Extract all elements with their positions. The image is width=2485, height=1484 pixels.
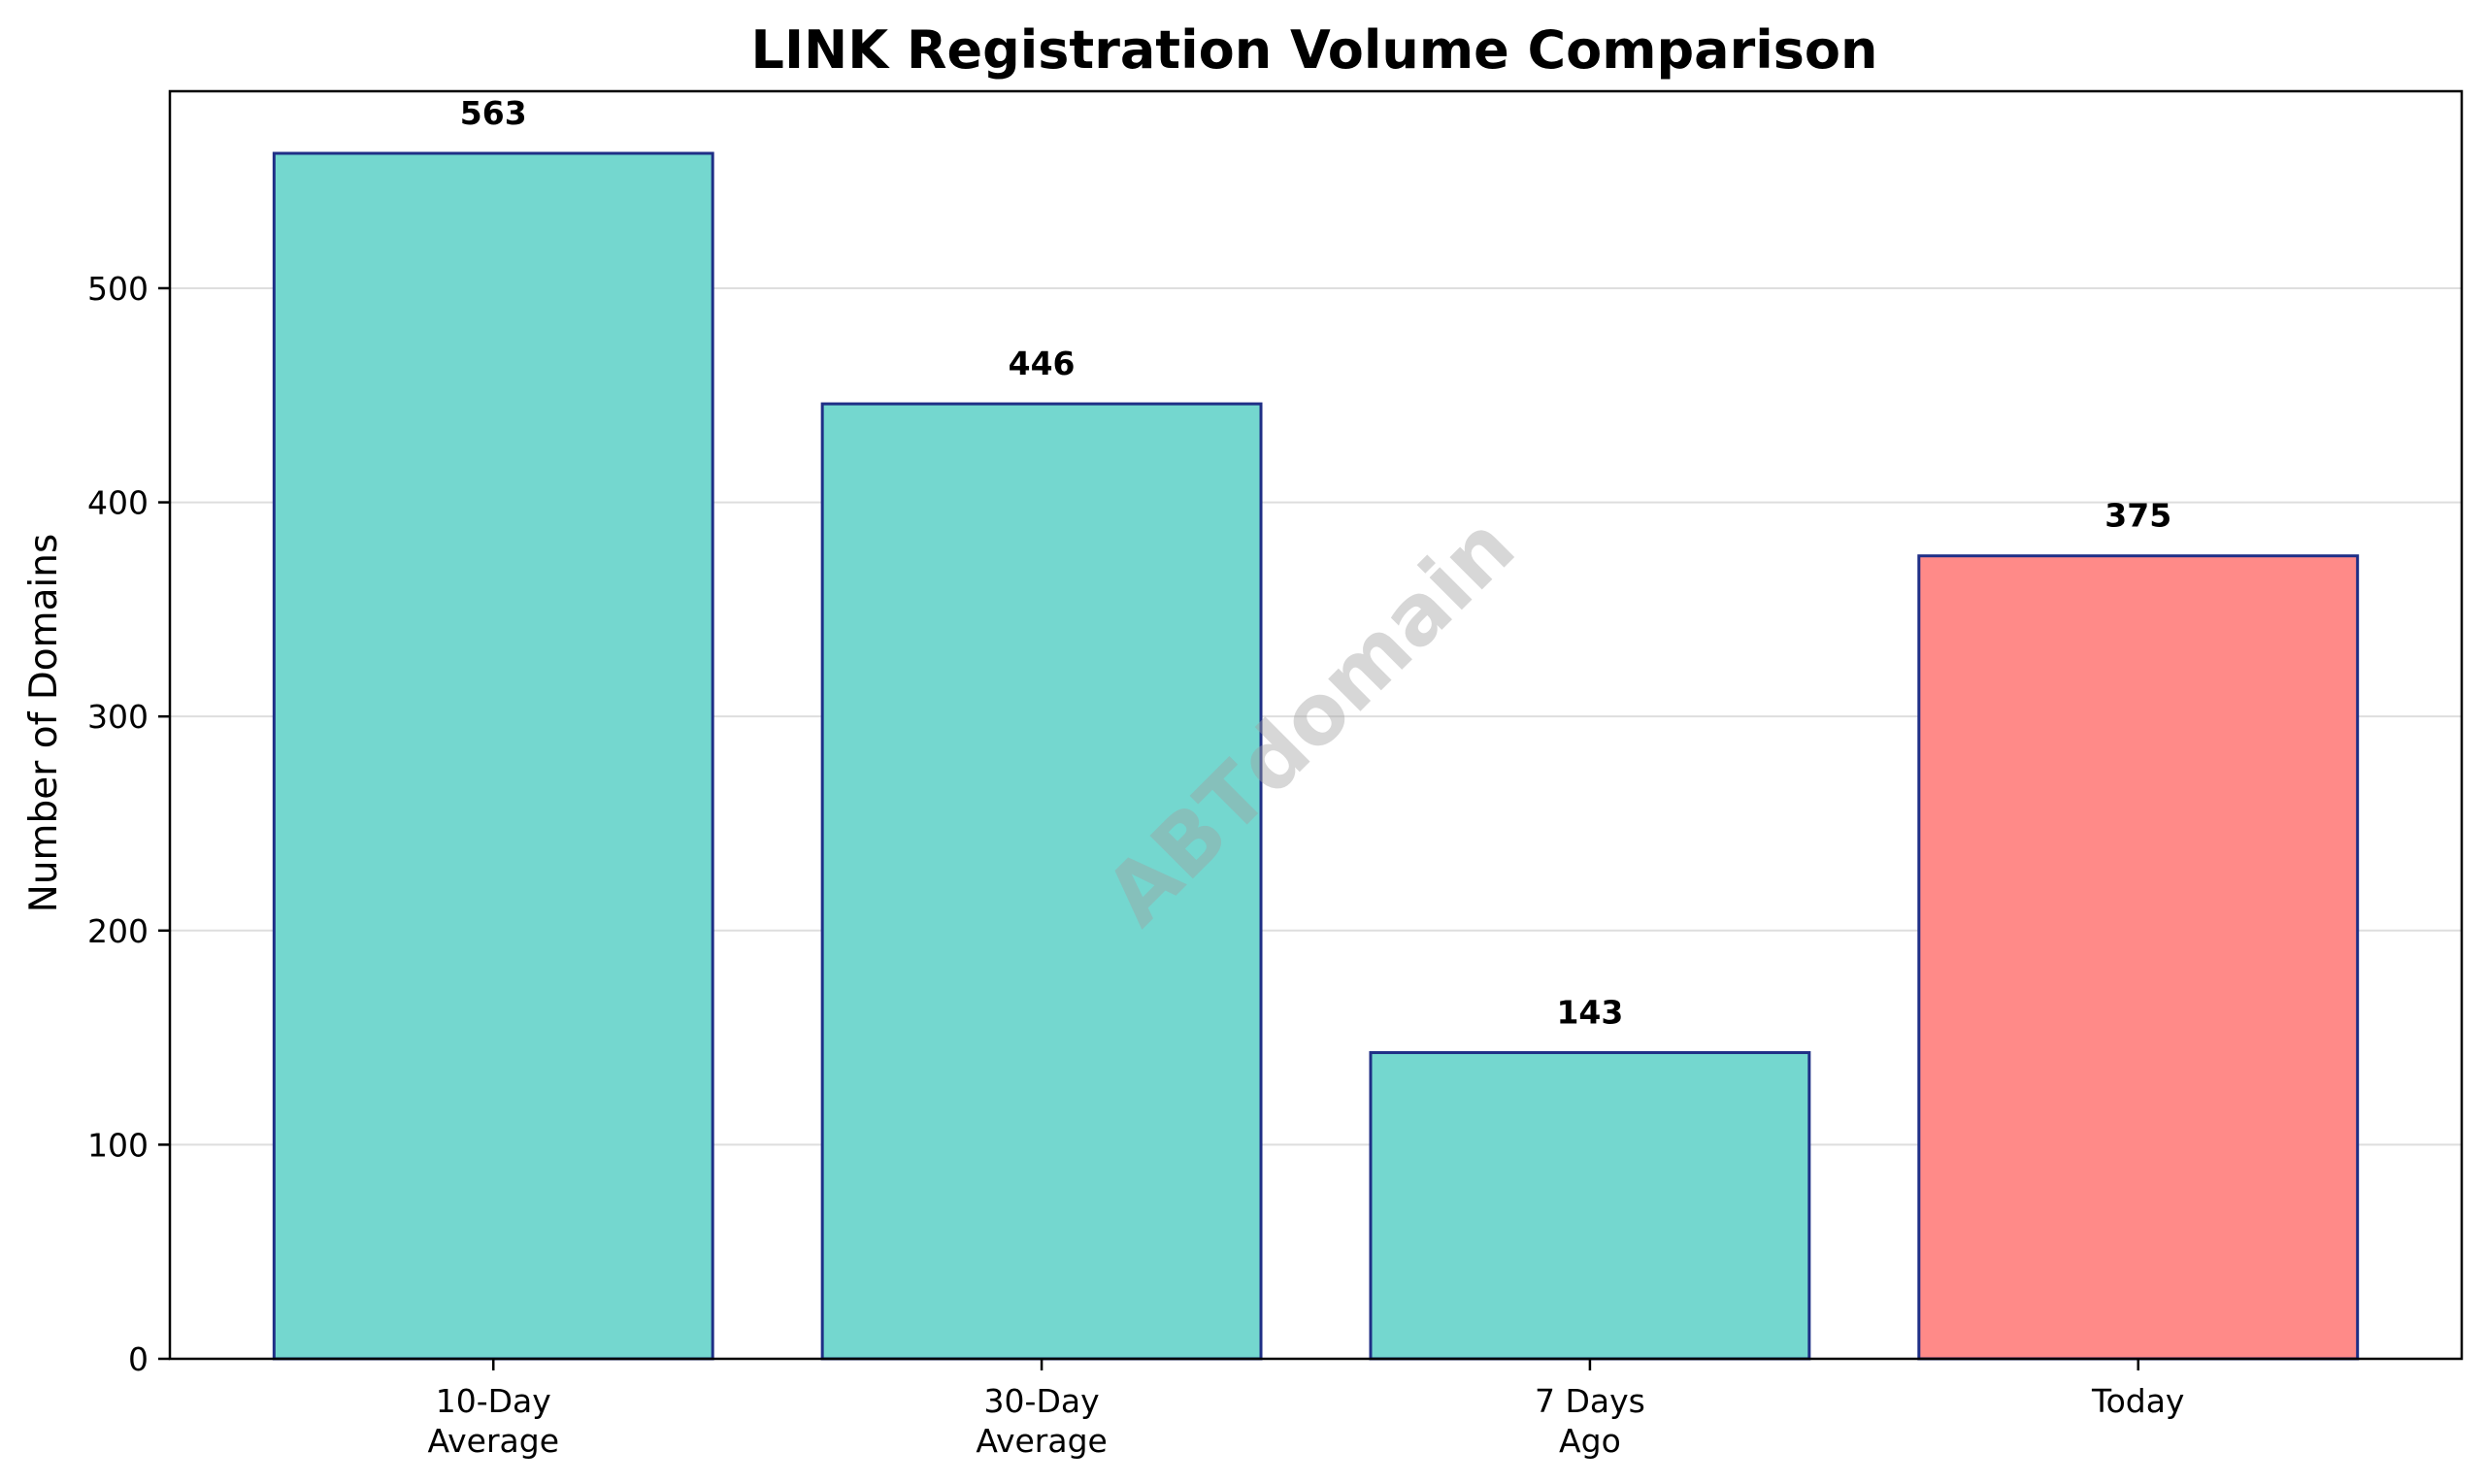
plot-frame bbox=[168, 89, 2464, 1361]
value-label-0: 563 bbox=[460, 94, 527, 132]
x-tick-label-0-line-0: 10-Day bbox=[436, 1382, 551, 1420]
bar-1 bbox=[820, 402, 1263, 1361]
bar-2 bbox=[1369, 1051, 1811, 1361]
value-label-3: 375 bbox=[2104, 497, 2171, 535]
axes bbox=[168, 89, 2464, 1361]
chart-title: LINK Registration Volume Comparison bbox=[751, 19, 1878, 81]
y-tick-label-4: 400 bbox=[87, 484, 149, 522]
y-tick-label-5: 500 bbox=[87, 270, 149, 308]
value-label-1: 446 bbox=[1009, 345, 1076, 382]
bar-0 bbox=[272, 151, 714, 1361]
y-tick-label-2: 200 bbox=[87, 912, 149, 950]
x-tick-label-1-line-1: Average bbox=[976, 1422, 1108, 1460]
bar-3 bbox=[1917, 554, 2360, 1361]
y-axis-title: Number of Domains bbox=[22, 534, 66, 913]
x-tick-label-3-line-0: Today bbox=[2091, 1382, 2184, 1420]
x-tick-label-3: Today bbox=[2091, 1382, 2184, 1420]
x-tick-label-2-line-1: Ago bbox=[1559, 1422, 1621, 1460]
x-tick-label-2-line-0: 7 Days bbox=[1535, 1382, 1645, 1420]
y-tick-label-0: 0 bbox=[128, 1340, 149, 1378]
x-tick-label-2: 7 Days Ago bbox=[1535, 1382, 1645, 1460]
y-axis-ticks: 0 100 200 300 400 500 bbox=[87, 270, 170, 1378]
y-tick-label-1: 100 bbox=[87, 1126, 149, 1164]
y-tick-label-3: 300 bbox=[87, 698, 149, 736]
x-tick-label-0: 10-Day Average bbox=[427, 1382, 559, 1460]
x-tick-label-0-line-1: Average bbox=[427, 1422, 559, 1460]
x-tick-label-1-line-0: 30-Day bbox=[984, 1382, 1100, 1420]
value-labels: 563 446 143 375 bbox=[460, 94, 2171, 1032]
bars bbox=[272, 151, 2360, 1361]
x-tick-label-1: 30-Day Average bbox=[976, 1382, 1108, 1460]
value-label-2: 143 bbox=[1556, 994, 1623, 1032]
